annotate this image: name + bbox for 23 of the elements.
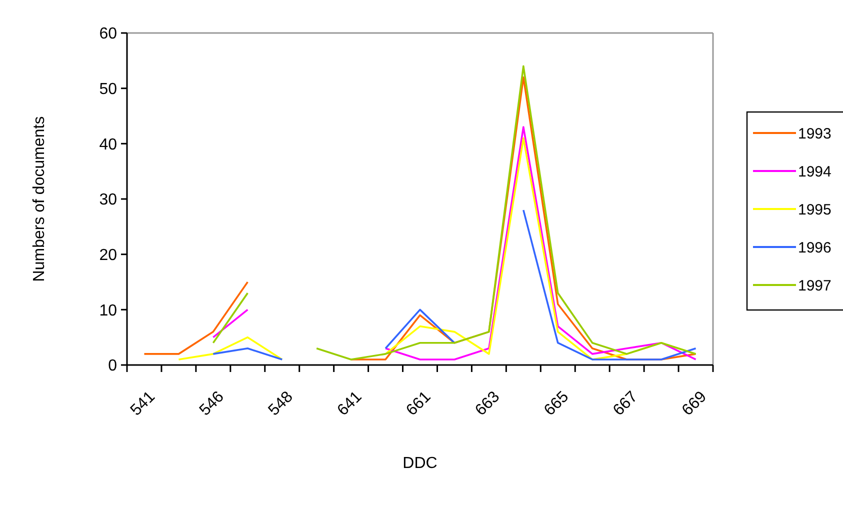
- x-tick-label: 641: [334, 388, 366, 420]
- y-tick-label: 50: [99, 80, 118, 98]
- y-tick-label: 30: [99, 192, 118, 209]
- x-tick-label: 661: [403, 388, 434, 420]
- x-tick-label: 667: [610, 388, 642, 420]
- y-tick-label: 20: [99, 246, 118, 264]
- y-tick-label: 60: [99, 26, 118, 43]
- legend-label: 1994: [798, 163, 832, 180]
- legend-label: 1993: [798, 125, 832, 142]
- x-tick-label: 546: [196, 388, 228, 420]
- x-tick-label: 663: [472, 388, 504, 420]
- y-axis-title: Numbers of documents: [31, 116, 48, 282]
- legend-label: 1995: [798, 201, 832, 218]
- y-tick-label: 10: [99, 302, 118, 320]
- x-axis-title: DDC: [402, 455, 438, 472]
- x-tick-label: 669: [679, 388, 710, 420]
- legend-label: 1996: [798, 239, 832, 256]
- legend-label: 1997: [798, 277, 832, 294]
- x-tick-label: 548: [265, 388, 296, 420]
- y-tick-label: 0: [108, 358, 118, 375]
- y-tick-label: 40: [99, 136, 118, 154]
- x-tick-label: 665: [541, 388, 572, 420]
- x-tick-label: 541: [128, 388, 159, 420]
